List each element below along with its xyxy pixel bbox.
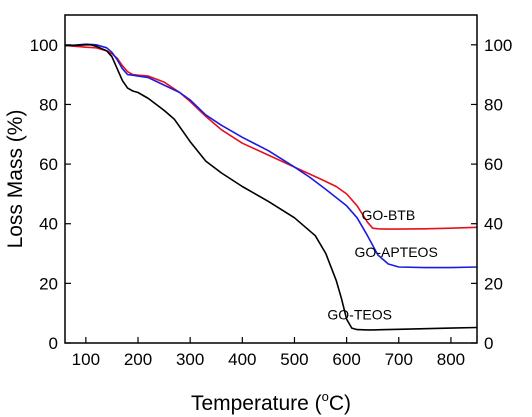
series-annotation: GO-APTEOS — [355, 244, 438, 260]
y-tick-label-right: 80 — [484, 95, 503, 114]
x-tick-label: 500 — [280, 350, 308, 369]
y-tick-label-left: 0 — [49, 334, 58, 353]
series-annotation: GO-BTB — [362, 207, 416, 223]
x-axis-title: Temperature (oC) — [191, 389, 351, 415]
y-tick-label-right: 60 — [484, 155, 503, 174]
x-tick-label: 200 — [124, 350, 152, 369]
series-line-go-apteos — [64, 43, 478, 269]
y-tick-label-left: 40 — [39, 215, 58, 234]
x-tick-label: 700 — [385, 350, 413, 369]
x-tick-label: 600 — [332, 350, 360, 369]
y-axis-title: Loss Mass (%) — [4, 110, 27, 249]
x-axis-title-unit: C) — [329, 392, 351, 415]
labels-layer: 100 200 300 400 500 600 700 800 0 0 20 20 40 40 60 60 80… — [30, 36, 513, 369]
y-tick-label-right: 20 — [484, 274, 503, 293]
series-annotation: GO-TEOS — [327, 307, 392, 323]
y-tick-label-right: 0 — [484, 334, 493, 353]
series-layer — [64, 43, 478, 331]
y-tick-label-left: 80 — [39, 95, 58, 114]
y-tick-label-left: 60 — [39, 155, 58, 174]
plot-frame — [64, 14, 478, 344]
y-tick-label-right: 100 — [484, 36, 512, 55]
x-tick-label: 300 — [176, 350, 204, 369]
x-tick-label: 400 — [228, 350, 256, 369]
y-tick-label-left: 20 — [39, 274, 58, 293]
x-tick-label: 800 — [437, 350, 465, 369]
x-axis-title-sup: o — [322, 389, 329, 404]
x-axis-title-main: Temperature ( — [191, 392, 322, 415]
y-tick-label-right: 40 — [484, 215, 503, 234]
y-tick-label-left: 100 — [30, 36, 58, 55]
x-tick-label: 100 — [72, 350, 100, 369]
ticks-layer — [65, 44, 477, 344]
series-line-go-teos — [65, 43, 478, 331]
